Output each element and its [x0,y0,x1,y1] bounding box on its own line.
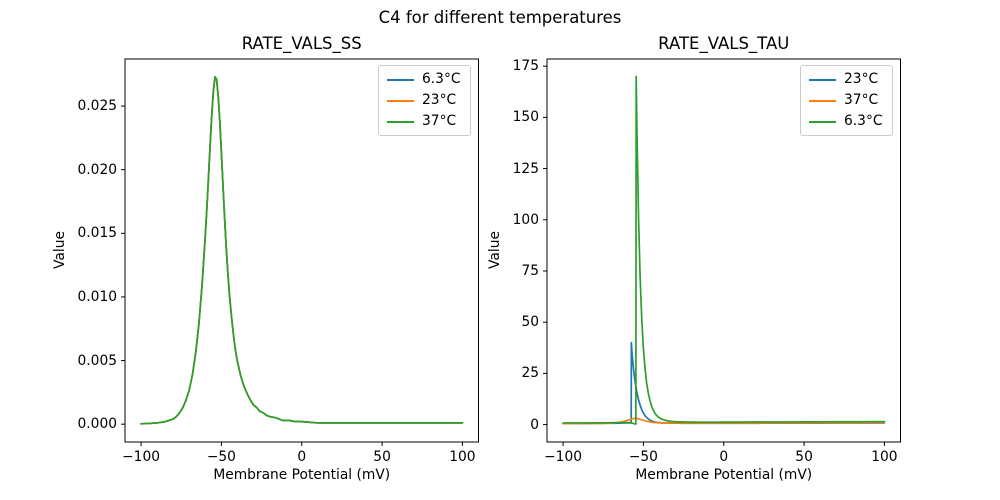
legend-line-swatch [809,78,837,81]
legend-label: 23°C [422,92,457,108]
x-tick-label: 100 [871,449,898,465]
legend-line-swatch [387,120,415,123]
subplot-title: RATE_VALS_TAU [658,34,790,53]
figure-suptitle: C4 for different temperatures [378,8,622,27]
legend-line-swatch [809,120,837,123]
x-tick-label: −50 [628,449,658,465]
legend-entry: 37°C [387,113,460,130]
curve-23C-plot1 [562,341,886,425]
legend-label: 37°C [844,92,879,108]
legend-line-swatch [387,99,415,102]
x-tick-label: −100 [544,449,583,465]
x-tick-label: −100 [122,449,161,465]
x-tick-label: 0 [719,449,729,465]
y-tick-label: 0.005 [77,352,118,369]
subplot-title: RATE_VALS_SS [241,34,362,53]
legend-line-swatch [387,78,415,81]
x-tick-label: −50 [206,449,236,465]
y-tick-label: 0.025 [77,98,118,115]
y-tick-label: 25 [521,365,539,382]
legend-plot1: 23°C 37°C 6.3°C [800,65,893,136]
legend-line-swatch [809,99,837,102]
legend-entry: 37°C [809,92,882,109]
y-tick-label: 0.010 [77,288,118,305]
legend-label: 23°C [844,71,879,87]
x-axis-label: Membrane Potential (mV) [213,467,391,483]
legend-plot0: 6.3°C 23°C 37°C [378,65,471,136]
y-tick-label: 0.020 [77,161,118,178]
y-tick-label: 0.000 [77,416,118,433]
legend-label: 37°C [422,113,457,129]
legend-label: 6.3°C [844,113,883,129]
legend-entry: 23°C [809,71,882,88]
legend-entry: 23°C [387,92,460,109]
x-tick-label: 50 [373,449,391,465]
y-axis-label: Value [52,230,68,269]
y-tick-label: 0.015 [77,225,118,242]
legend-entry: 6.3°C [387,71,461,88]
x-tick-label: 50 [795,449,813,465]
y-axis-label: Value [487,230,503,269]
x-axis-label: Membrane Potential (mV) [635,467,813,483]
y-tick-label: 100 [512,211,539,228]
y-tick-label: 50 [521,314,539,331]
x-tick-label: 100 [449,449,476,465]
y-tick-label: 75 [521,262,539,279]
x-tick-label: 0 [297,449,307,465]
curve-6.3C-plot1 [562,75,886,425]
legend-label: 6.3°C [422,71,461,87]
y-tick-label: 175 [512,58,539,75]
y-tick-label: 0 [530,416,539,433]
y-tick-label: 150 [512,109,539,126]
legend-entry: 6.3°C [809,113,883,130]
curve-37C-plot0 [140,75,464,425]
y-tick-label: 125 [512,160,539,177]
